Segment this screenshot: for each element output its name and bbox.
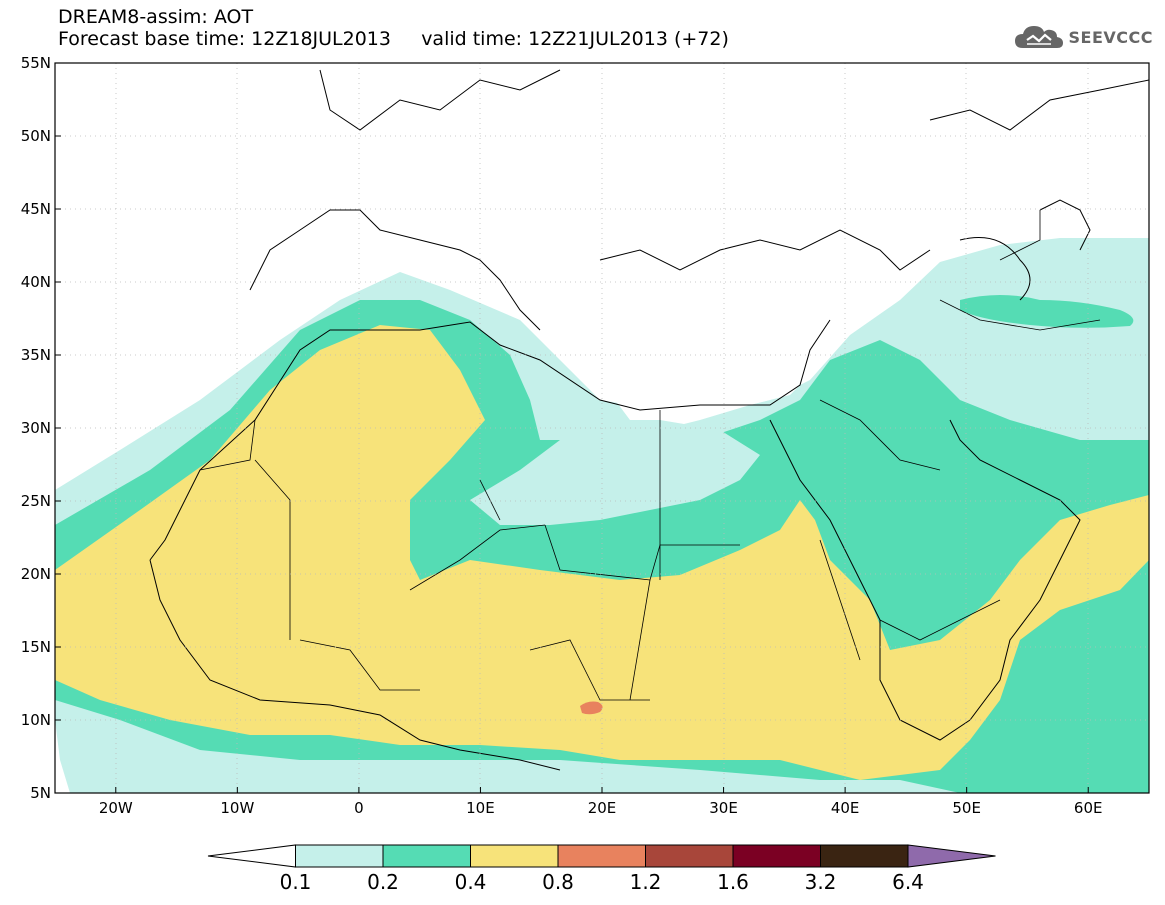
colorbar-label: 6.4 bbox=[892, 870, 924, 894]
lat-tick-label: 5N bbox=[30, 784, 51, 802]
lon-tick-label: 20E bbox=[588, 799, 617, 817]
lat-tick-label: 35N bbox=[21, 346, 51, 364]
colorbar-label: 0.8 bbox=[542, 870, 574, 894]
lon-tick-label: 0 bbox=[354, 799, 364, 817]
lat-axis: 55N 50N 45N 40N 35N 30N 25N 20N 15N 10N 5N bbox=[21, 54, 61, 802]
lat-tick-label: 15N bbox=[21, 638, 51, 656]
aot-level-0.8 bbox=[580, 701, 603, 715]
lon-tick-label: 20W bbox=[99, 799, 133, 817]
colorbar-segment bbox=[820, 844, 909, 868]
lat-tick-label: 50N bbox=[21, 127, 51, 145]
colorbar-label: 0.2 bbox=[367, 870, 399, 894]
aot-level-0.4 bbox=[55, 325, 1149, 780]
lat-tick-label: 55N bbox=[21, 54, 51, 72]
lon-tick-label: 40E bbox=[831, 799, 860, 817]
colorbar-segment bbox=[645, 844, 734, 868]
lon-tick-label: 30E bbox=[709, 799, 738, 817]
lat-tick-label: 30N bbox=[21, 419, 51, 437]
lat-tick-label: 40N bbox=[21, 273, 51, 291]
colorbar-segment bbox=[557, 844, 646, 868]
grid bbox=[55, 63, 1149, 793]
aot-libya-inner bbox=[470, 420, 760, 525]
colorbar-under-arrow bbox=[207, 844, 296, 868]
seevccc-logo: SEEVCCC bbox=[1013, 22, 1154, 52]
base-time-label: Forecast base time: bbox=[58, 28, 246, 50]
colorbar-label: 1.6 bbox=[717, 870, 749, 894]
lat-tick-label: 20N bbox=[21, 565, 51, 583]
lat-tick-label: 25N bbox=[21, 492, 51, 510]
aot-caspian-patch bbox=[960, 295, 1134, 328]
lon-tick-label: 10W bbox=[220, 799, 254, 817]
colorbar-over-arrow bbox=[907, 844, 996, 868]
chart-header: DREAM8-assim: AOT Forecast base time: 12… bbox=[58, 6, 729, 50]
lon-tick-label: 50E bbox=[952, 799, 981, 817]
lon-tick-label: 10E bbox=[466, 799, 495, 817]
cloud-icon bbox=[1014, 26, 1063, 48]
colorbar-segment bbox=[382, 844, 471, 868]
colorbar-label: 0.4 bbox=[455, 870, 487, 894]
time-line: Forecast base time: 12Z18JUL2013 valid t… bbox=[58, 28, 729, 50]
valid-time: 12Z21JUL2013 (+72) bbox=[528, 28, 729, 50]
aot-contours bbox=[55, 63, 1149, 793]
logo-text: SEEVCCC bbox=[1068, 27, 1153, 47]
colorbar-label: 1.2 bbox=[630, 870, 662, 894]
aot-gap-libya bbox=[520, 250, 910, 430]
lat-tick-label: 45N bbox=[21, 200, 51, 218]
colorbar-segment bbox=[732, 844, 821, 868]
lon-tick-label: 60E bbox=[1074, 799, 1103, 817]
lat-tick-label: 10N bbox=[21, 711, 51, 729]
colorbar-segment bbox=[470, 844, 559, 868]
chart-title: DREAM8-assim: AOT bbox=[58, 6, 254, 28]
colorbar-label: 0.1 bbox=[280, 870, 312, 894]
colorbar: 0.1 0.2 0.4 0.8 1.2 1.6 3.2 6.4 bbox=[207, 844, 996, 894]
colorbar-label: 3.2 bbox=[805, 870, 837, 894]
country-borders bbox=[199, 210, 1101, 701]
lon-axis: 20W 10W 0 10E 20E 30E 40E 50E 60E bbox=[99, 787, 1103, 817]
valid-time-label: valid time: bbox=[421, 28, 523, 50]
colorbar-segment bbox=[295, 844, 384, 868]
base-time: 12Z18JUL2013 bbox=[251, 28, 391, 50]
